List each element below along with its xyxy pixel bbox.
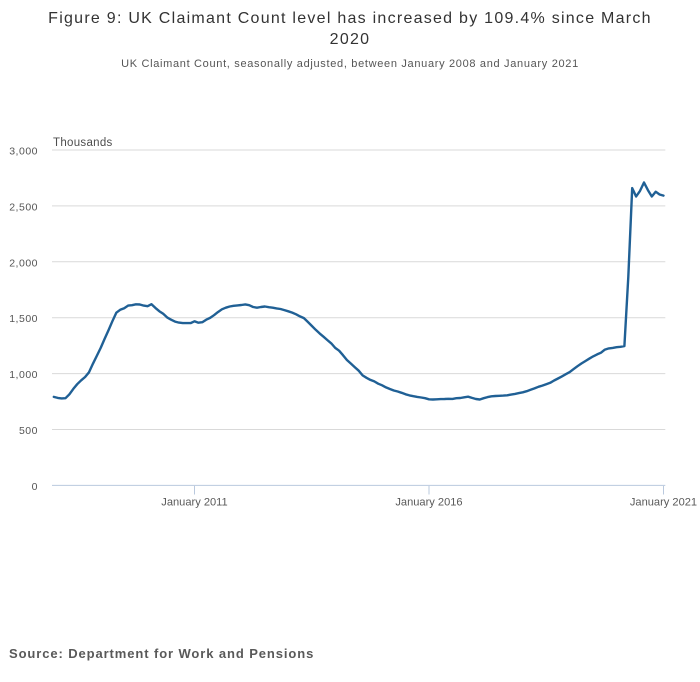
svg-text:1,000: 1,000 bbox=[9, 369, 38, 381]
svg-text:0: 0 bbox=[32, 481, 38, 493]
svg-text:2,500: 2,500 bbox=[9, 201, 38, 213]
svg-text:500: 500 bbox=[19, 425, 38, 437]
svg-text:January 2021: January 2021 bbox=[630, 497, 697, 509]
svg-text:3,000: 3,000 bbox=[9, 146, 38, 158]
svg-text:January 2011: January 2011 bbox=[161, 497, 227, 509]
svg-text:January 2016: January 2016 bbox=[395, 497, 462, 509]
svg-text:2,000: 2,000 bbox=[9, 257, 38, 269]
svg-text:1,500: 1,500 bbox=[9, 313, 38, 325]
svg-text:Thousands: Thousands bbox=[53, 137, 113, 149]
